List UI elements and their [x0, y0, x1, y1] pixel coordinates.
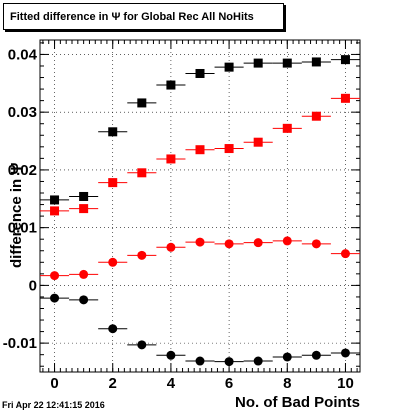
data-point-circle — [311, 350, 321, 360]
data-point-square — [166, 80, 176, 90]
data-point-circle — [224, 357, 234, 367]
y-tick-label: 0.01 — [8, 220, 37, 237]
data-point-square — [340, 55, 350, 65]
data-point-square — [50, 195, 60, 205]
data-point-square — [224, 144, 234, 154]
data-point-circle — [108, 324, 118, 334]
x-tick-label: 2 — [109, 375, 117, 392]
data-point-circle — [340, 348, 350, 358]
data-point-square — [137, 168, 147, 178]
data-point-square — [195, 68, 205, 78]
datestamp: Fri Apr 22 12:41:15 2016 — [2, 400, 105, 410]
data-point-square — [108, 178, 118, 188]
data-point-circle — [195, 237, 205, 247]
y-tick-label: 0.02 — [8, 162, 37, 179]
data-point-square — [253, 137, 263, 147]
x-tick-label: 0 — [50, 375, 58, 392]
chart-title-text: Fitted difference in Ψ for Global Rec Al… — [10, 10, 254, 23]
data-point-circle — [282, 236, 292, 246]
x-tick-label: 8 — [283, 375, 291, 392]
y-axis-label-text: difference in Ψ — [8, 162, 25, 269]
data-point-square — [137, 98, 147, 108]
chart-title: Fitted difference in Ψ for Global Rec Al… — [3, 3, 284, 30]
y-tick-label: 0.03 — [8, 104, 37, 121]
data-point-circle — [166, 350, 176, 360]
x-axis-label: No. of Bad Points — [235, 394, 360, 411]
x-tick-label: 4 — [167, 375, 176, 392]
data-point-square — [108, 127, 118, 137]
data-point-square — [195, 145, 205, 155]
data-point-circle — [224, 239, 234, 249]
data-point-circle — [79, 269, 89, 279]
y-axis-label: difference in Ψ — [6, 100, 26, 269]
data-point-circle — [311, 239, 321, 249]
data-point-circle — [253, 356, 263, 366]
grid-lines — [40, 40, 360, 372]
data-point-square — [311, 111, 321, 121]
data-point-circle — [282, 352, 292, 362]
data-point-square — [282, 123, 292, 133]
x-tick-label: 10 — [337, 375, 354, 392]
x-tick-label: 6 — [225, 375, 233, 392]
data-point-square — [224, 62, 234, 72]
axis-ticks — [40, 40, 360, 372]
y-tick-label: 0 — [29, 277, 37, 294]
data-point-circle — [137, 250, 147, 260]
data-point-square — [50, 206, 60, 216]
data-point-circle — [137, 340, 147, 350]
data-point-circle — [79, 295, 89, 305]
tick-labels: 0 2 4 6 8 10 -0.01 0 0.01 0.02 0.03 0.04 — [3, 46, 354, 392]
data-point-circle — [195, 356, 205, 366]
data-point-square — [166, 154, 176, 164]
data-point-square — [79, 191, 89, 201]
data-point-square — [311, 57, 321, 67]
data-point-circle — [108, 257, 118, 267]
data-point-square — [340, 93, 350, 103]
data-point-circle — [50, 293, 60, 303]
y-tick-label: -0.01 — [3, 335, 37, 352]
data-point-square — [79, 204, 89, 214]
y-tick-label: 0.04 — [8, 46, 38, 63]
data-point-circle — [166, 242, 176, 252]
data-point-square — [253, 58, 263, 68]
data-point-circle — [340, 249, 350, 259]
data-points — [40, 55, 360, 367]
data-point-circle — [253, 238, 263, 248]
data-point-circle — [50, 271, 60, 281]
data-point-square — [282, 58, 292, 68]
